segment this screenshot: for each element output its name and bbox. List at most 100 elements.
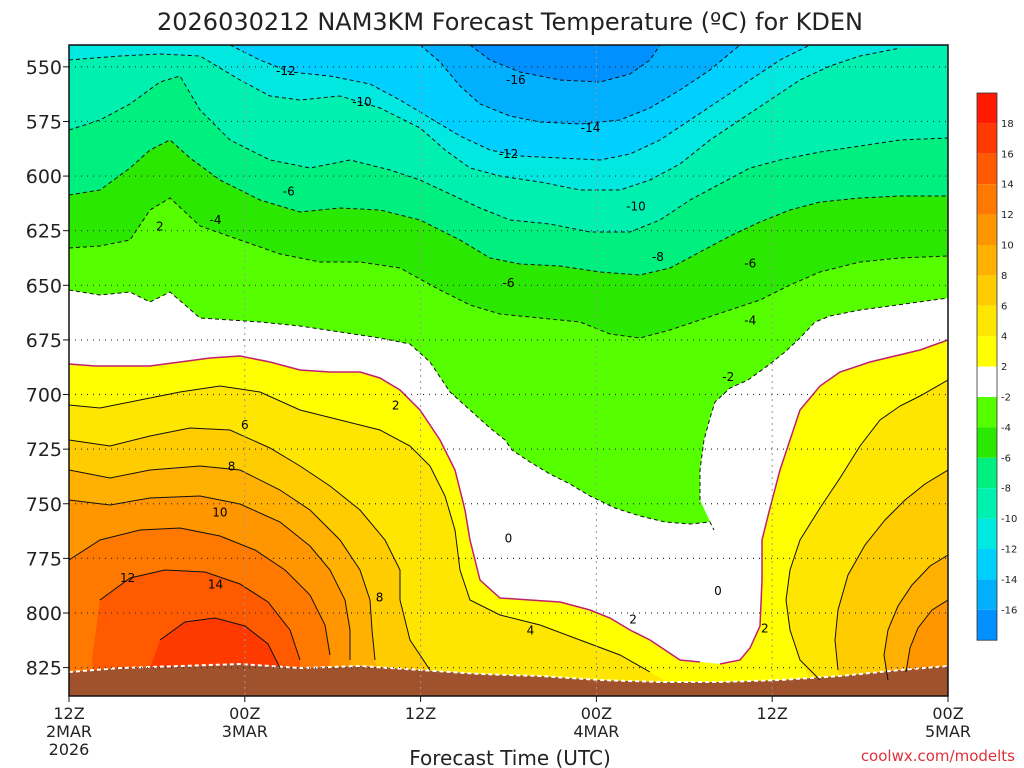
contour-label: -8 (652, 250, 664, 264)
chart-title: 2026030212 NAM3KM Forecast Temperature (… (157, 8, 863, 36)
contour-label: 0 (714, 584, 722, 598)
colorbar-label: 14 (1001, 180, 1014, 191)
colorbar-label: -14 (1001, 575, 1017, 586)
contour-label: 10 (212, 505, 227, 519)
contour-label: 8 (228, 460, 236, 474)
contour-label: -10 (352, 95, 372, 109)
x-tick-label: 12Z (405, 704, 436, 723)
plot-area: -16 -14 -12 -12 -10 -10 -8 -6 -6 -6 -4 -4 -2 2 2 6 8 10 12… (69, 45, 948, 696)
colorbar-swatch (977, 518, 997, 549)
contour-label: 8 (376, 591, 384, 605)
x-tick-label: 4MAR (573, 722, 619, 741)
contour-label: -10 (626, 200, 646, 214)
x-tick-label: 00Z (581, 704, 612, 723)
x-tick-label: 5MAR (925, 722, 971, 741)
colorbar-label: 10 (1001, 241, 1014, 252)
contour-label: -6 (283, 184, 295, 198)
terrain-snowline (69, 662, 948, 683)
colorbar-swatch (977, 488, 997, 519)
contour-labels: -16 -14 -12 -12 -10 -10 -8 -6 -6 -6 -4 -4 -2 2 2 6 8 10 12… (120, 64, 769, 637)
solid-isotherms (69, 379, 948, 681)
region-cold-blue (470, 45, 660, 82)
isotherm-plus-6 (69, 465, 376, 661)
y-tick-label: 700 (26, 385, 62, 407)
y-tick-label: 825 (26, 658, 62, 680)
isotherm-zero-east (719, 339, 948, 665)
contour-label: -14 (581, 121, 601, 135)
isotherm-plus-6-east (883, 554, 948, 681)
contour-label: 2 (629, 613, 637, 627)
contour-label: 6 (241, 418, 249, 432)
colorbar-swatch (977, 397, 997, 428)
colorbar-label: 4 (1001, 332, 1007, 343)
colorbar-swatch (977, 549, 997, 580)
contour-label: -4 (744, 313, 756, 327)
x-tick-label: 2026 (49, 740, 90, 759)
region-freezing-white (69, 290, 948, 664)
isotherm-minus-12 (229, 45, 811, 161)
colorbar-label: 6 (1001, 301, 1007, 312)
x-tick-label: 3MAR (222, 722, 268, 741)
y-axis-ticks: 550 575 600 625 650 675 700 725 750 775 800 825 (26, 57, 69, 680)
grid-lines (69, 45, 948, 696)
contour-label: 0 (505, 532, 513, 546)
contour-label: 12 (120, 571, 135, 585)
colorbar-label: -16 (1001, 605, 1017, 616)
y-tick-label: 650 (26, 275, 62, 297)
isotherm-minus-6 (69, 139, 948, 276)
colorbar-label: -8 (1001, 484, 1011, 495)
isotherm-plus-4-east (834, 469, 948, 671)
y-tick-label: 775 (26, 548, 62, 570)
contour-label: -2 (722, 370, 734, 384)
colorbar-swatch (977, 245, 997, 276)
isotherm-plus-8-east (905, 599, 948, 673)
credit-text: coolwx.com/modelts (861, 747, 1015, 765)
colorbar-frame (976, 92, 998, 641)
colorbar-swatch (977, 366, 997, 397)
x-axis-label: Forecast Time (UTC) (409, 746, 611, 768)
colorbar-swatch (977, 123, 997, 154)
x-tick-label: 12Z (757, 704, 788, 723)
contour-label: 14 (208, 578, 223, 592)
plot-frame (68, 44, 949, 697)
isotherm-plus-12 (99, 569, 301, 661)
contour-label: -6 (744, 256, 756, 270)
x-tick-label: 2MAR (46, 722, 92, 741)
contour-label: 2 (761, 621, 769, 635)
colorbar-swatch (977, 579, 997, 610)
colorbar-swatch (977, 93, 997, 124)
colorbar-label: 8 (1001, 271, 1007, 282)
region-cold-sky (420, 45, 740, 124)
colorbar-swatch (977, 609, 997, 641)
colorbar-swatch (977, 153, 997, 185)
terrain-ground (69, 664, 948, 696)
contour-label: 2 (392, 398, 400, 412)
colorbar: 18 16 14 12 10 8 6 4 2 -2 -4 -6 -8 -10 -12 -14 -16 (976, 92, 1017, 641)
x-tick-label: 00Z (932, 704, 963, 723)
contour-label: 2 (156, 219, 164, 233)
contour-label: -12 (499, 147, 519, 161)
contour-label: -16 (506, 73, 526, 87)
colorbar-swatch (977, 214, 997, 245)
y-tick-label: 800 (26, 603, 62, 625)
colorbar-label: 12 (1001, 210, 1014, 221)
isotherm-plus-2 (69, 385, 651, 673)
y-tick-label: 600 (26, 166, 62, 188)
freezing-isotherms (69, 339, 948, 665)
colorbar-swatch (977, 184, 997, 215)
colorbar-swatch (977, 457, 997, 489)
isotherm-minus-14 (419, 45, 741, 125)
isotherm-minus-8 (69, 75, 948, 233)
colorbar-label: 18 (1001, 119, 1014, 130)
colorbar-label: 16 (1001, 149, 1014, 160)
isotherm-plus-4 (69, 427, 431, 671)
isotherm-minus-10 (69, 47, 901, 191)
contour-label: 4 (527, 623, 535, 637)
colorbar-label: -12 (1001, 545, 1017, 556)
colorbar-swatch (977, 305, 997, 337)
y-tick-label: 725 (26, 439, 62, 461)
colorbar-label: 2 (1001, 362, 1007, 373)
x-tick-label: 12Z (53, 704, 84, 723)
